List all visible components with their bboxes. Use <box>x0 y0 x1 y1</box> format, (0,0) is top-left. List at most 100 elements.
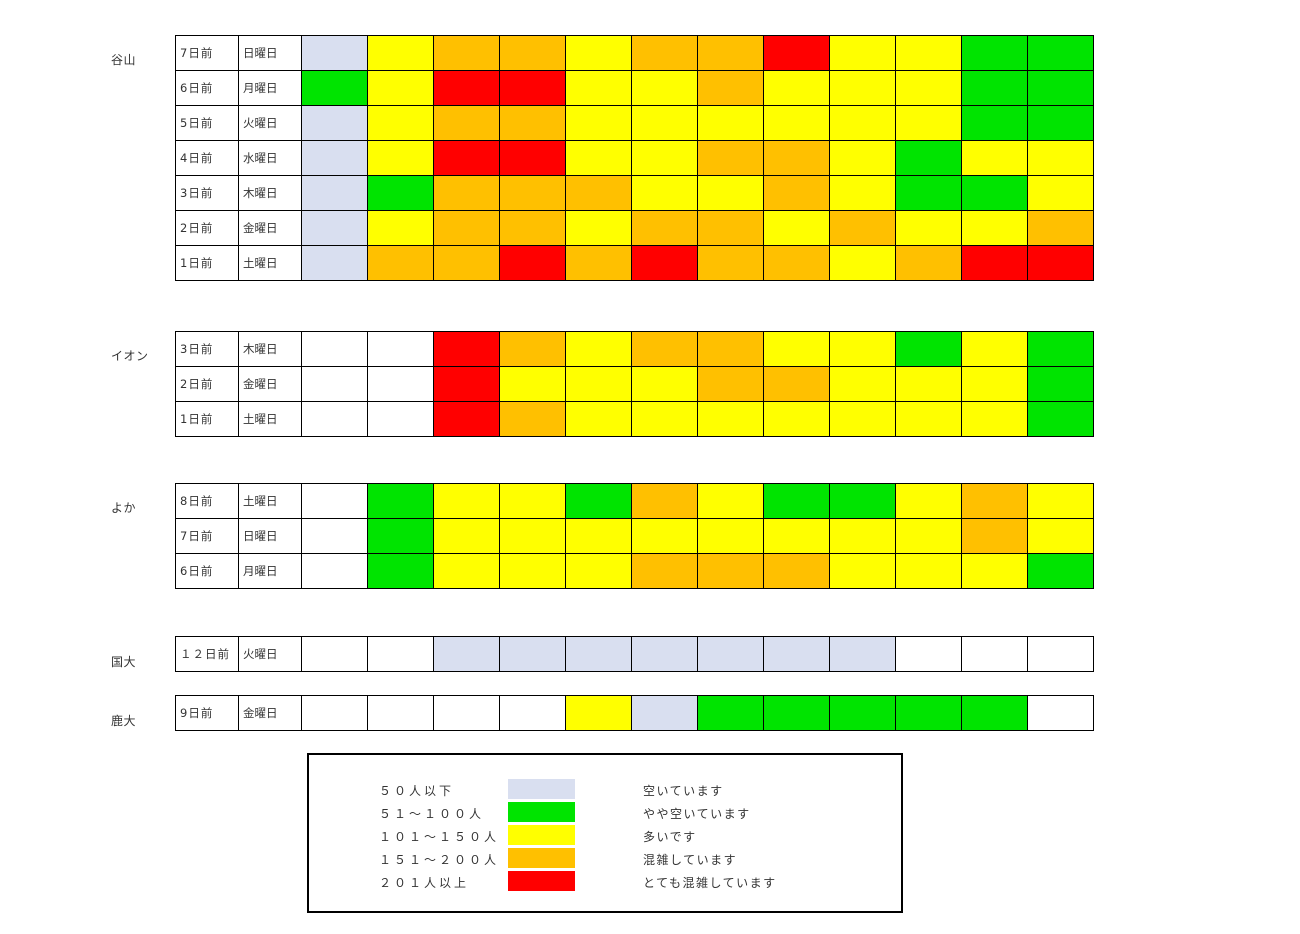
heatmap-cell <box>367 105 434 141</box>
heatmap-cell <box>895 210 962 246</box>
table-row: 4日前 水曜日 <box>175 140 1094 176</box>
heatmap-cell <box>565 553 632 589</box>
heatmap-cell <box>433 175 500 211</box>
heatmap-cell <box>895 636 962 672</box>
heatmap-cell <box>565 70 632 106</box>
heatmap-cell <box>631 210 698 246</box>
heatmap-cell <box>697 401 764 437</box>
heatmap-cell <box>829 553 896 589</box>
legend-row-4: １５１～２００人 混雑しています <box>309 848 901 868</box>
day-cell: 5日前 <box>175 105 239 141</box>
heatmap-cell <box>829 70 896 106</box>
heatmap-cell <box>433 70 500 106</box>
weekday-cell: 日曜日 <box>238 35 302 71</box>
day-cell: 8日前 <box>175 483 239 519</box>
heatmap-cell <box>301 483 368 519</box>
heatmap-cell <box>1027 35 1094 71</box>
heatmap-cell <box>961 518 1028 554</box>
heatmap-cell <box>631 331 698 367</box>
heatmap-cell <box>367 636 434 672</box>
heatmap-cell <box>499 518 566 554</box>
table-row: 6日前 月曜日 <box>175 553 1094 589</box>
heatmap-cell <box>433 695 500 731</box>
heatmap-cell <box>499 695 566 731</box>
group-label: 鹿大 <box>111 714 137 728</box>
group-table: 7日前 日曜日 6日前 月曜日 5日前 火曜日 4日前 水曜日 3日前 木曜日 2日前 金曜日 1日前土… <box>175 35 1094 281</box>
table-row: 5日前 火曜日 <box>175 105 1094 141</box>
heatmap-cell <box>697 331 764 367</box>
heatmap-cell <box>763 35 830 71</box>
heatmap-cell <box>433 518 500 554</box>
legend-range: ５０人以下 <box>379 784 455 798</box>
day-cell: 1日前 <box>175 245 239 281</box>
heatmap-cell <box>367 366 434 402</box>
heatmap-cell <box>697 175 764 211</box>
heatmap-cell <box>1027 105 1094 141</box>
group-table: 9日前 金曜日 <box>175 695 1094 731</box>
heatmap-cell <box>763 695 830 731</box>
heatmap-cell <box>1027 210 1094 246</box>
heatmap-cell <box>301 401 368 437</box>
heatmap-cell <box>961 175 1028 211</box>
heatmap-cell <box>301 695 368 731</box>
legend-swatch <box>508 779 575 799</box>
weekday-cell: 土曜日 <box>238 245 302 281</box>
weekday-cell: 木曜日 <box>238 175 302 211</box>
heatmap-cell <box>697 366 764 402</box>
heatmap-cell <box>763 483 830 519</box>
heatmap-cell <box>1027 553 1094 589</box>
heatmap-cell <box>763 518 830 554</box>
heatmap-cell <box>499 331 566 367</box>
heatmap-cell <box>829 245 896 281</box>
heatmap-cell <box>499 401 566 437</box>
day-cell: 7日前 <box>175 518 239 554</box>
heatmap-cell <box>1027 366 1094 402</box>
heatmap-cell <box>367 175 434 211</box>
weekday-cell: 月曜日 <box>238 70 302 106</box>
day-cell: 6日前 <box>175 553 239 589</box>
table-row: 7日前 日曜日 <box>175 35 1094 71</box>
heatmap-cell <box>697 695 764 731</box>
table-row: 7日前 日曜日 <box>175 518 1094 554</box>
heatmap-cell <box>895 483 962 519</box>
heatmap-cell <box>631 105 698 141</box>
heatmap-cell <box>565 518 632 554</box>
heatmap-cell <box>697 518 764 554</box>
heatmap-cell <box>961 366 1028 402</box>
heatmap-cell <box>565 105 632 141</box>
day-cell: １２日前 <box>175 636 239 672</box>
table-row: 2日前 金曜日 <box>175 366 1094 402</box>
table-row: 1日前 土曜日 <box>175 401 1094 437</box>
legend-range: ２０１人以上 <box>379 876 470 890</box>
heatmap-cell <box>367 210 434 246</box>
heatmap-cell <box>829 636 896 672</box>
legend-description: やや空いています <box>643 807 751 821</box>
heatmap-cell <box>565 210 632 246</box>
table-row: 2日前 金曜日 <box>175 210 1094 246</box>
table-row: 9日前 金曜日 <box>175 695 1094 731</box>
heatmap-cell <box>631 140 698 176</box>
heatmap-cell <box>961 70 1028 106</box>
heatmap-cell <box>895 35 962 71</box>
heatmap-cell <box>763 245 830 281</box>
heatmap-cell <box>631 35 698 71</box>
heatmap-cell <box>697 70 764 106</box>
heatmap-cell <box>763 331 830 367</box>
heatmap-cell <box>895 175 962 211</box>
heatmap-cell <box>631 553 698 589</box>
heatmap-cell <box>367 140 434 176</box>
day-cell: 7日前 <box>175 35 239 71</box>
day-cell: 2日前 <box>175 366 239 402</box>
heatmap-cell <box>301 35 368 71</box>
heatmap-cell <box>1027 636 1094 672</box>
heatmap-cell <box>1027 70 1094 106</box>
table-row: 3日前 木曜日 <box>175 331 1094 367</box>
heatmap-cell <box>565 175 632 211</box>
day-cell: 1日前 <box>175 401 239 437</box>
heatmap-cell <box>433 553 500 589</box>
heatmap-cell <box>565 483 632 519</box>
heatmap-cell <box>433 35 500 71</box>
weekday-cell: 火曜日 <box>238 105 302 141</box>
heatmap-cell <box>1027 140 1094 176</box>
heatmap-cell <box>961 553 1028 589</box>
